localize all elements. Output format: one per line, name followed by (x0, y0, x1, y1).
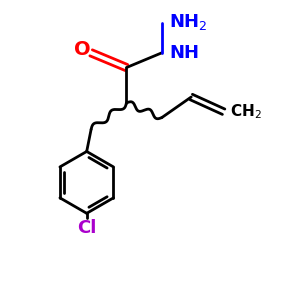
Text: NH$_2$: NH$_2$ (169, 12, 208, 32)
Text: Cl: Cl (77, 219, 96, 237)
Text: NH: NH (169, 44, 199, 62)
Text: CH$_2$: CH$_2$ (230, 102, 261, 121)
Text: O: O (74, 40, 91, 59)
